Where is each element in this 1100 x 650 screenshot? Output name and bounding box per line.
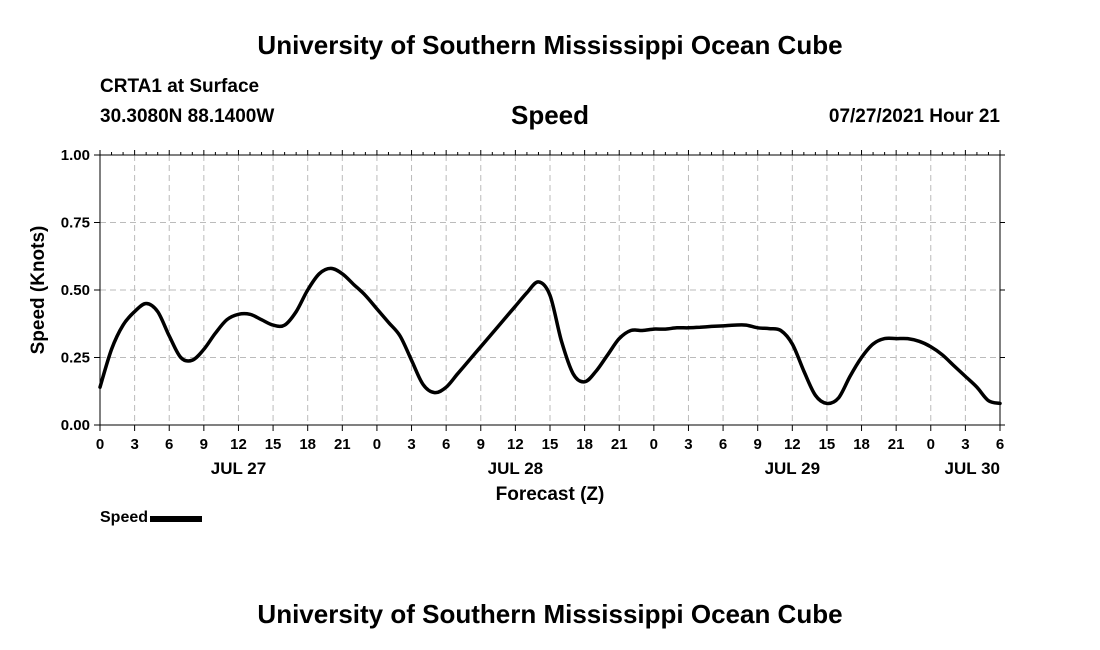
x-tick-label: 0: [650, 436, 658, 453]
x-tick-label: 9: [477, 436, 485, 453]
x-tick-label: 3: [130, 436, 138, 453]
grid: [100, 155, 1000, 425]
axis-labels: Forecast (Z) Speed (Knots): [28, 226, 604, 505]
x-tick-label: 12: [230, 436, 247, 453]
y-axis-label: Speed (Knots): [28, 226, 49, 355]
x-date-label: JUL 30: [945, 459, 1000, 478]
x-tick-label: 3: [961, 436, 969, 453]
x-date-label: JUL 27: [211, 459, 266, 478]
x-tick-label: 6: [719, 436, 727, 453]
x-tick-label: 15: [265, 436, 282, 453]
series-layer: [98, 266, 1002, 406]
x-tick-label: 12: [784, 436, 801, 453]
x-tick-label: 0: [96, 436, 104, 453]
x-tick-label: 3: [684, 436, 692, 453]
x-tick-label: 6: [165, 436, 173, 453]
legend: Speed: [100, 509, 203, 527]
x-tick-label: 21: [334, 436, 351, 453]
x-tick-label: 12: [507, 436, 524, 453]
legend-swatch: [150, 516, 203, 522]
x-tick-label: 0: [927, 436, 935, 453]
x-tick-label: 0: [373, 436, 381, 453]
x-tick-label: 18: [299, 436, 316, 453]
run-time-label: 07/27/2021 Hour 21: [828, 106, 1000, 127]
y-tick-label: 0.00: [61, 417, 90, 434]
x-tick-label: 18: [576, 436, 593, 453]
x-tick-label: 18: [853, 436, 870, 453]
x-tick-label: 15: [819, 436, 836, 453]
y-tick-label: 0.75: [61, 215, 90, 232]
x-tick-label: 21: [888, 436, 905, 453]
x-date-label: JUL 29: [765, 459, 820, 478]
coordinates-label: 30.3080N 88.1400W: [100, 106, 275, 127]
station-label: CRTA1 at Surface: [100, 76, 260, 97]
y-tick-label: 1.00: [61, 147, 90, 164]
axes: 0 3 6 9 12 15 18 21 0 3 6 9 12 15 18 21 0 3 6 9 12 15 18 21 0 3 6 J…: [61, 147, 1005, 478]
x-date-label: JUL 28: [488, 459, 543, 478]
series-line-speed: [98, 266, 1002, 406]
y-tick-label: 0.25: [61, 350, 90, 367]
legend-label: Speed: [100, 509, 149, 526]
x-tick-label: 15: [542, 436, 559, 453]
x-tick-label: 21: [611, 436, 628, 453]
x-tick-label: 9: [200, 436, 208, 453]
x-axis-label: Forecast (Z): [496, 484, 605, 505]
x-tick-label: 6: [996, 436, 1004, 453]
chart-title: Speed: [510, 100, 590, 130]
y-tick-label: 0.50: [61, 282, 90, 299]
x-tick-label: 6: [442, 436, 450, 453]
footer-title: University of Southern Mississippi Ocean…: [257, 599, 843, 629]
page-title: University of Southern Mississippi Ocean…: [257, 30, 843, 60]
x-tick-label: 9: [754, 436, 762, 453]
x-tick-label: 3: [407, 436, 415, 453]
